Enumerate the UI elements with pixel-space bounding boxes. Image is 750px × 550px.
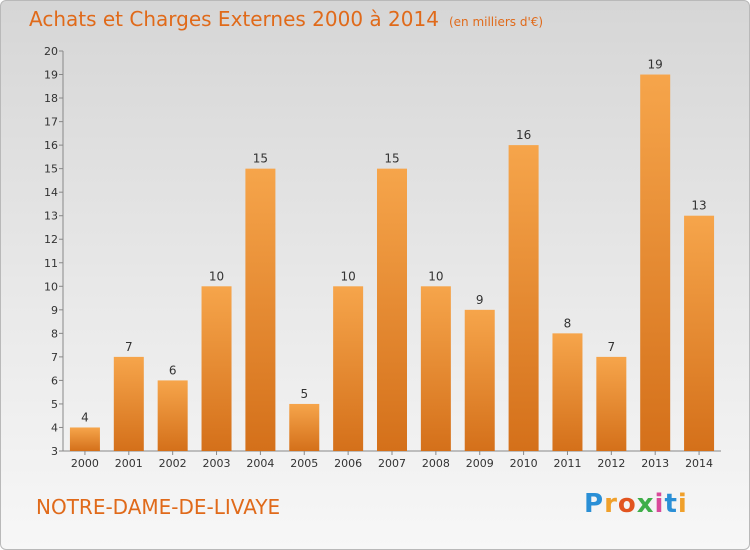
y-tick-label: 4	[51, 421, 58, 434]
y-tick-label: 3	[51, 445, 58, 458]
x-tick-label-2003: 2003	[203, 457, 231, 470]
bar-2005	[289, 403, 320, 451]
logo-letter: r	[604, 489, 618, 519]
value-label-2012: 7	[608, 340, 616, 354]
x-tick-label-2000: 2000	[71, 457, 99, 470]
value-label-2002: 6	[169, 363, 177, 377]
x-tick-label-2009: 2009	[466, 457, 494, 470]
x-tick-label-2002: 2002	[159, 457, 187, 470]
x-tick-label-2001: 2001	[115, 457, 143, 470]
logo-letter: o	[617, 489, 637, 519]
y-tick-label: 16	[44, 139, 58, 152]
x-tick-label-2014: 2014	[685, 457, 713, 470]
y-tick-label: 20	[44, 45, 58, 58]
value-label-2000: 4	[81, 410, 89, 424]
y-tick-label: 19	[44, 69, 58, 82]
x-tick-label-2012: 2012	[597, 457, 625, 470]
value-label-2005: 5	[300, 387, 308, 401]
y-tick-label: 8	[51, 327, 58, 340]
x-tick-label-2011: 2011	[553, 457, 581, 470]
bar-2002	[157, 380, 188, 451]
x-tick-label-2006: 2006	[334, 457, 362, 470]
bar-2014	[684, 215, 715, 451]
y-tick-label: 17	[44, 116, 58, 129]
bars	[69, 74, 715, 451]
value-label-2009: 9	[476, 293, 484, 307]
y-tick-label: 9	[51, 304, 58, 317]
axes: 3 4 5 6 7 8 9 10 11 12 13 14 15 16 17 18 19 20 2000 2001 200…	[44, 45, 721, 470]
bar-2004	[245, 168, 276, 451]
bar-2009	[464, 309, 495, 451]
bar-2007	[377, 168, 407, 451]
value-label-2014: 13	[691, 199, 706, 213]
y-tick-label: 18	[44, 92, 58, 105]
y-tick-label: 6	[51, 374, 58, 387]
chart-title: Achats et Charges Externes 2000 à 2014 (e…	[29, 7, 543, 31]
y-tick-label: 7	[51, 351, 58, 364]
y-tick-label: 11	[44, 257, 58, 270]
logo-letter: x	[636, 489, 655, 519]
logo-letter: i	[654, 489, 665, 519]
x-tick-label-2007: 2007	[378, 457, 406, 470]
value-label-2010: 16	[516, 128, 531, 142]
chart-title-text: Achats et Charges Externes 2000 à 2014	[29, 7, 439, 31]
bar-2011	[552, 333, 583, 451]
bar-2001	[113, 356, 144, 451]
value-label-2008: 10	[428, 269, 443, 283]
proxiti-logo: Proxiti	[584, 489, 688, 519]
x-tick-label-2013: 2013	[641, 457, 669, 470]
value-label-2007: 15	[384, 152, 399, 166]
x-tick-label-2005: 2005	[290, 457, 318, 470]
logo-letter: t	[664, 489, 678, 519]
bar-2000	[69, 427, 100, 451]
logo-letter: i	[677, 489, 688, 519]
bar-2006	[333, 286, 364, 451]
y-tick-label: 15	[44, 163, 58, 176]
chart-unit: (en milliers d'€)	[448, 15, 544, 29]
x-tick-label-2008: 2008	[422, 457, 450, 470]
logo-letter: P	[584, 489, 605, 519]
bar-2003	[201, 286, 232, 451]
y-tick-label: 14	[44, 186, 58, 199]
value-label-2006: 10	[340, 269, 355, 283]
y-tick-label: 5	[51, 398, 58, 411]
value-label-2001: 7	[125, 340, 133, 354]
bar-2012	[596, 356, 627, 451]
bar-2013	[640, 74, 671, 451]
value-labels: 4 7 6 10 15 5 10 15 10 9 16 8 7 19 13	[81, 58, 707, 425]
value-label-2003: 10	[209, 269, 224, 283]
x-tick-label-2004: 2004	[246, 457, 274, 470]
y-tick-label: 12	[44, 233, 58, 246]
bar-2010	[508, 145, 539, 451]
value-label-2011: 8	[564, 316, 572, 330]
value-label-2013: 19	[648, 58, 663, 72]
y-tick-label: 10	[44, 280, 58, 293]
y-tick-label: 13	[44, 210, 58, 223]
value-label-2004: 15	[253, 152, 268, 166]
bar-2008	[420, 286, 451, 451]
place-name: NOTRE-DAME-DE-LIVAYE	[36, 495, 281, 519]
x-tick-label-2010: 2010	[510, 457, 538, 470]
